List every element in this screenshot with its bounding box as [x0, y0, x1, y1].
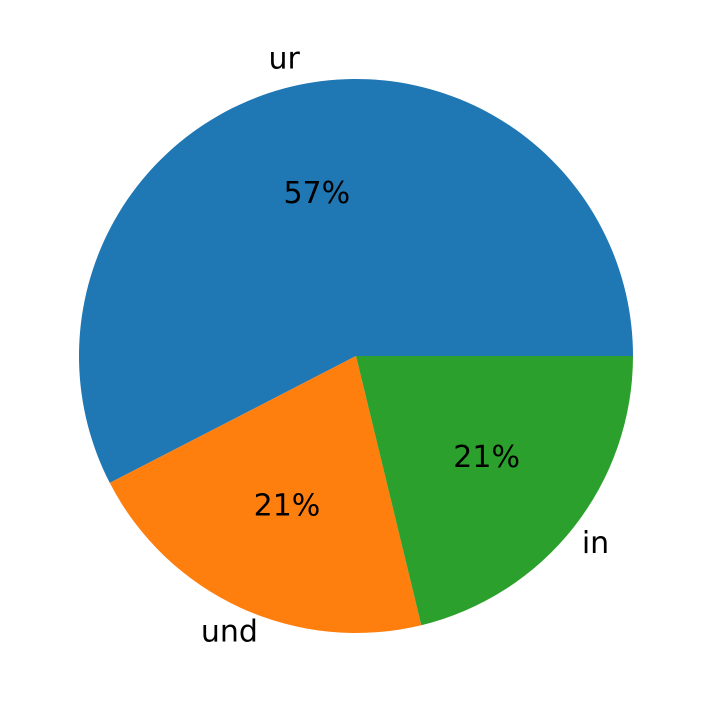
slice-label: in — [582, 526, 609, 561]
pie-slice — [78, 78, 633, 483]
percent-label: 21% — [254, 489, 321, 524]
pie-slice — [109, 356, 422, 633]
percent-label: 57% — [283, 176, 350, 211]
pie-slice — [356, 356, 633, 626]
percent-label: 21% — [453, 440, 520, 475]
slice-label: und — [201, 615, 258, 650]
slice-label: ur — [268, 41, 300, 76]
